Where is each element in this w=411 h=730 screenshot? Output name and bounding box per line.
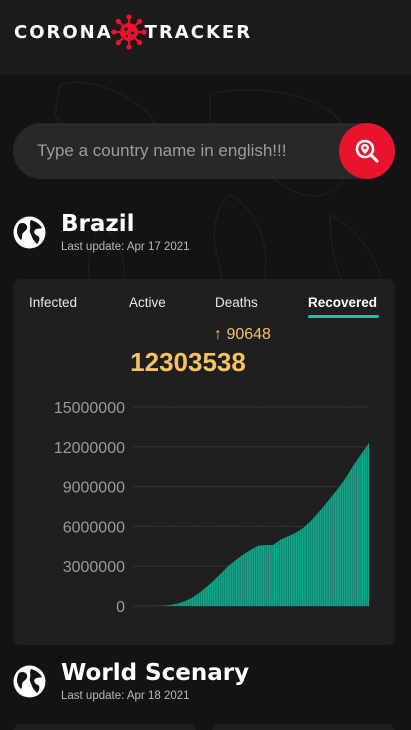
recovered-chart: 15000000 12000000 9000000 6000000 3000000 0	[54, 400, 369, 614]
search-button[interactable]	[339, 123, 395, 179]
y-tick-label: 6000000	[63, 519, 125, 536]
daily-change-value: 90648	[226, 326, 271, 343]
world-last-update: Last update: Apr 18 2021	[61, 690, 190, 702]
y-tick-label: 15000000	[54, 400, 125, 417]
recovered-series-area	[133, 442, 369, 606]
tab-infected[interactable]: Infected	[29, 295, 78, 310]
world-section-title: World Scenary	[61, 660, 250, 686]
y-tick-label: 9000000	[63, 480, 125, 497]
y-tick-label: 12000000	[54, 440, 125, 457]
country-last-update: Last update: Apr 17 2021	[61, 241, 190, 253]
search-location-icon	[355, 139, 379, 163]
globe-icon	[13, 665, 46, 698]
country-search-bar	[13, 123, 395, 179]
country-section-header: Brazil Last update: Apr 17 2021	[13, 211, 313, 253]
globe-icon	[13, 216, 46, 249]
tab-deaths[interactable]: Deaths	[215, 295, 258, 310]
logo-text-corona: CORONA	[14, 21, 113, 43]
arrow-up-icon: ↑	[214, 326, 222, 343]
world-card[interactable]	[13, 724, 196, 730]
country-search-input[interactable]	[13, 123, 333, 179]
virus-icon	[111, 14, 147, 50]
y-tick-label: 0	[116, 599, 125, 614]
tab-active[interactable]: Active	[129, 295, 166, 310]
daily-change: ↑ 90648	[214, 326, 271, 344]
y-tick-label: 3000000	[63, 559, 125, 576]
world-section-header: World Scenary Last update: Apr 18 2021	[13, 660, 313, 702]
total-recovered: 12303538	[130, 347, 246, 377]
active-tab-indicator	[308, 315, 379, 318]
world-cards-row	[13, 724, 395, 730]
tab-recovered[interactable]: Recovered	[308, 295, 378, 310]
logo-text-tracker: TRACKER	[144, 21, 253, 43]
stats-card: Infected Active Deaths Recovered ↑ 90648…	[13, 279, 395, 645]
country-name: Brazil	[61, 211, 135, 237]
app-logo[interactable]: CORONA TRACKER	[14, 14, 252, 50]
stats-tabs: Infected Active Deaths Recovered	[13, 279, 395, 323]
world-card[interactable]	[212, 724, 395, 730]
app-header: CORONA TRACKER	[0, 0, 411, 75]
